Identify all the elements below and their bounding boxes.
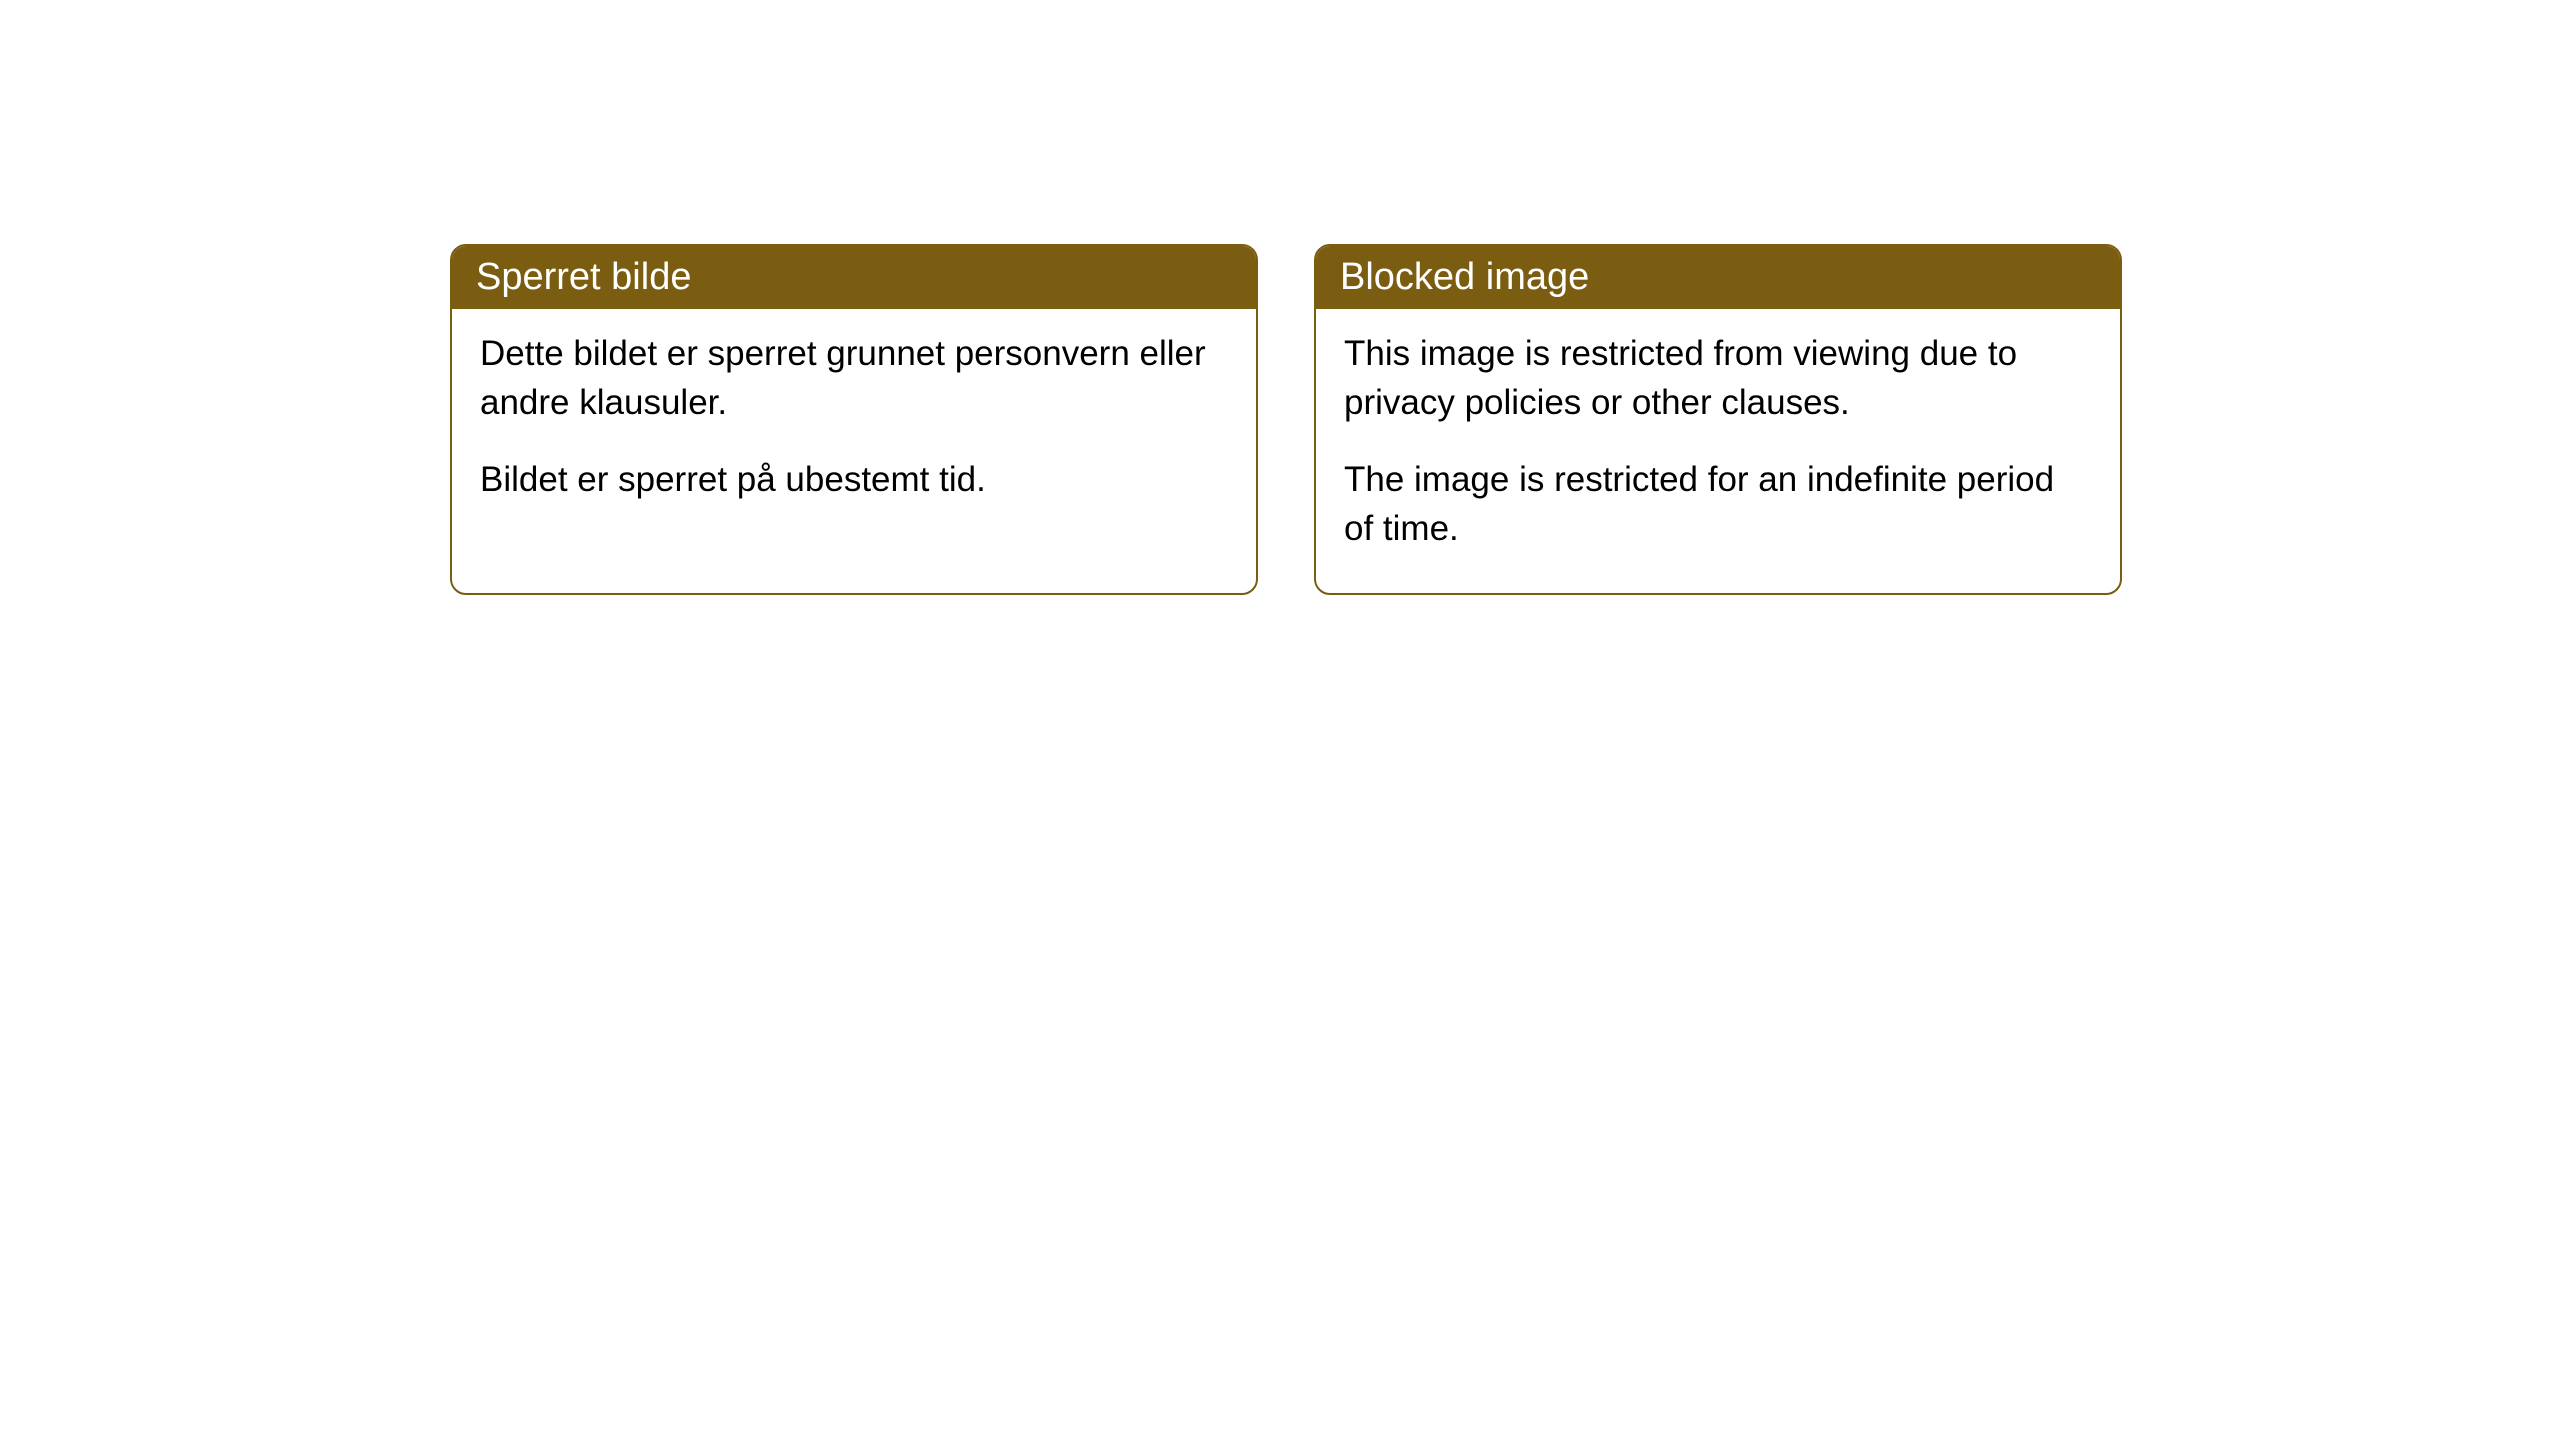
card-header: Blocked image: [1316, 246, 2120, 309]
card-paragraph-1: This image is restricted from viewing du…: [1344, 329, 2092, 427]
card-paragraph-1: Dette bildet er sperret grunnet personve…: [480, 329, 1228, 427]
card-title: Blocked image: [1340, 256, 1589, 298]
blocked-image-card-norwegian: Sperret bilde Dette bildet er sperret gr…: [450, 244, 1258, 595]
card-header: Sperret bilde: [452, 246, 1256, 309]
card-body: This image is restricted from viewing du…: [1316, 309, 2120, 593]
card-paragraph-2: Bildet er sperret på ubestemt tid.: [480, 455, 1228, 504]
blocked-image-card-english: Blocked image This image is restricted f…: [1314, 244, 2122, 595]
card-paragraph-2: The image is restricted for an indefinit…: [1344, 455, 2092, 553]
notice-cards-container: Sperret bilde Dette bildet er sperret gr…: [450, 244, 2122, 595]
card-body: Dette bildet er sperret grunnet personve…: [452, 309, 1256, 544]
card-title: Sperret bilde: [476, 256, 691, 298]
